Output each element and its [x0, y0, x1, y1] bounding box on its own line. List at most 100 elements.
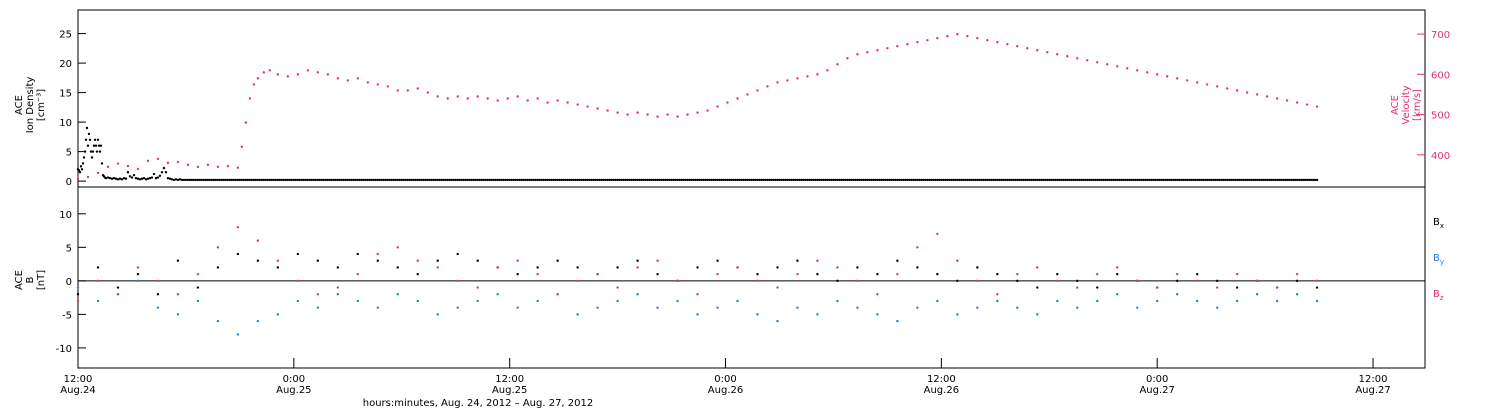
b-point — [1255, 293, 1259, 296]
x-tick-time: 12:00 — [64, 374, 93, 385]
density-point — [778, 178, 781, 182]
density-point — [552, 178, 555, 182]
density-point — [988, 178, 991, 182]
density-point — [538, 178, 541, 182]
density-point — [1205, 178, 1209, 182]
density-point — [474, 178, 477, 182]
top-y-tick-label: 20 — [59, 59, 72, 70]
bottom-y-ticks: -10 -5 0 5 10 — [56, 210, 86, 355]
density-point — [420, 178, 423, 182]
density-point — [922, 178, 925, 182]
density-point — [1281, 178, 1285, 182]
b-point — [1175, 272, 1179, 276]
b-point — [576, 313, 579, 316]
b-point — [1076, 279, 1079, 283]
density-point — [672, 178, 675, 182]
b-point — [536, 272, 539, 276]
density-point — [378, 178, 381, 182]
density-point — [1253, 178, 1257, 182]
b-point — [1295, 272, 1299, 276]
density-point — [496, 178, 499, 182]
density-point — [1239, 178, 1243, 182]
b-point — [1016, 272, 1019, 276]
b-point — [356, 272, 359, 276]
density-point — [354, 178, 357, 182]
x-axis-label: hours:minutes, Aug. 24, 2012 – Aug. 27, … — [363, 398, 594, 409]
density-point — [1090, 178, 1093, 182]
density-point — [658, 178, 661, 182]
density-point — [1082, 178, 1085, 182]
density-point — [168, 177, 172, 180]
b-point — [396, 266, 399, 269]
density-point — [984, 178, 987, 182]
b-point — [216, 319, 220, 323]
density-point — [1116, 178, 1119, 182]
density-point — [932, 178, 935, 182]
velocity-point — [326, 73, 330, 76]
density-point — [998, 178, 1001, 182]
velocity-point — [546, 101, 549, 104]
velocity-point — [576, 103, 579, 106]
velocity-point — [516, 95, 519, 98]
velocity-point — [366, 81, 369, 84]
density-point — [572, 178, 575, 182]
density-point — [532, 178, 535, 182]
density-point — [874, 178, 877, 182]
density-point — [206, 178, 210, 182]
density-point — [754, 178, 757, 182]
velocity-point — [256, 77, 260, 80]
density-point — [742, 178, 745, 182]
density-point — [256, 178, 260, 182]
density-point — [410, 178, 413, 182]
density-point — [174, 178, 178, 181]
density-point — [1189, 178, 1193, 182]
density-point — [884, 178, 887, 182]
density-point — [104, 176, 108, 180]
density-point — [372, 178, 375, 182]
density-point — [890, 178, 893, 182]
density-point — [1305, 178, 1309, 182]
b-point — [996, 299, 999, 303]
density-point — [1187, 178, 1191, 182]
velocity-point — [316, 71, 320, 74]
density-point — [550, 178, 553, 182]
density-point — [622, 178, 625, 182]
b-point — [256, 319, 260, 323]
density-point — [234, 178, 238, 182]
density-point — [466, 178, 469, 182]
density-point — [150, 176, 154, 179]
density-point — [386, 178, 389, 182]
velocity-point — [386, 85, 389, 88]
density-point — [240, 178, 244, 182]
density-point — [108, 176, 112, 180]
b-point — [756, 272, 759, 276]
density-point — [186, 178, 190, 182]
density-point — [87, 132, 91, 136]
density-point — [136, 177, 140, 180]
density-point — [792, 178, 795, 182]
density-point — [80, 168, 84, 171]
density-point — [446, 178, 449, 182]
density-point — [176, 178, 180, 182]
density-point — [596, 178, 599, 182]
density-point — [896, 178, 899, 182]
density-point — [476, 178, 479, 182]
b-point — [476, 286, 479, 289]
b-point — [596, 306, 599, 309]
b-point — [876, 272, 879, 276]
density-point — [1191, 178, 1195, 182]
b-point — [1275, 286, 1279, 289]
density-point — [580, 178, 583, 182]
density-point — [854, 178, 857, 182]
density-point — [1050, 178, 1053, 182]
bottom-y-tick-label: 5 — [66, 243, 72, 254]
density-point — [1209, 178, 1213, 182]
b-point — [376, 306, 379, 309]
density-point — [1124, 178, 1127, 182]
velocity-point — [1215, 85, 1219, 88]
density-point — [414, 178, 417, 182]
b-point — [1235, 286, 1239, 289]
density-point — [318, 178, 322, 182]
density-point — [624, 178, 627, 182]
density-point — [816, 178, 819, 182]
